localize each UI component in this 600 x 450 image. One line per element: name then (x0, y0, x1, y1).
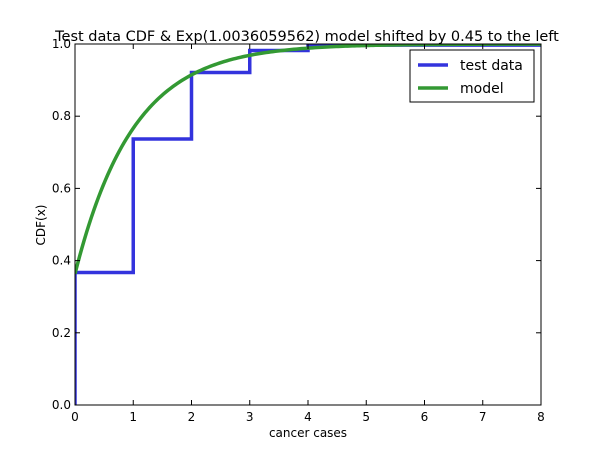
y-tick-label: 1.0 (52, 37, 71, 51)
x-tick-label: 0 (71, 410, 79, 424)
y-axis-label: CDF(x) (34, 205, 48, 246)
x-tick-label: 8 (537, 410, 545, 424)
x-tick-label: 4 (304, 410, 312, 424)
legend: test data model (409, 49, 535, 103)
chart-title: Test data CDF & Exp(1.0036059562) model … (54, 29, 559, 45)
x-tick-label: 2 (188, 410, 196, 424)
x-axis-ticks: 0 1 2 3 4 5 6 7 8 (71, 44, 545, 424)
x-tick-label: 3 (246, 410, 254, 424)
legend-label: model (460, 81, 504, 97)
x-axis-label: cancer cases (269, 426, 347, 440)
legend-label: test data (460, 58, 523, 74)
x-tick-label: 6 (421, 410, 429, 424)
x-tick-label: 7 (479, 410, 487, 424)
y-axis-ticks: 0.0 0.2 0.4 0.6 0.8 1.0 (52, 37, 541, 412)
legend-box (409, 49, 535, 103)
y-tick-label: 0.2 (52, 326, 71, 340)
x-tick-label: 5 (362, 410, 370, 424)
y-tick-label: 0.0 (52, 398, 71, 412)
x-tick-label: 1 (129, 410, 137, 424)
y-tick-label: 0.6 (52, 181, 71, 195)
y-tick-label: 0.4 (52, 254, 71, 268)
y-tick-label: 0.8 (52, 109, 71, 123)
